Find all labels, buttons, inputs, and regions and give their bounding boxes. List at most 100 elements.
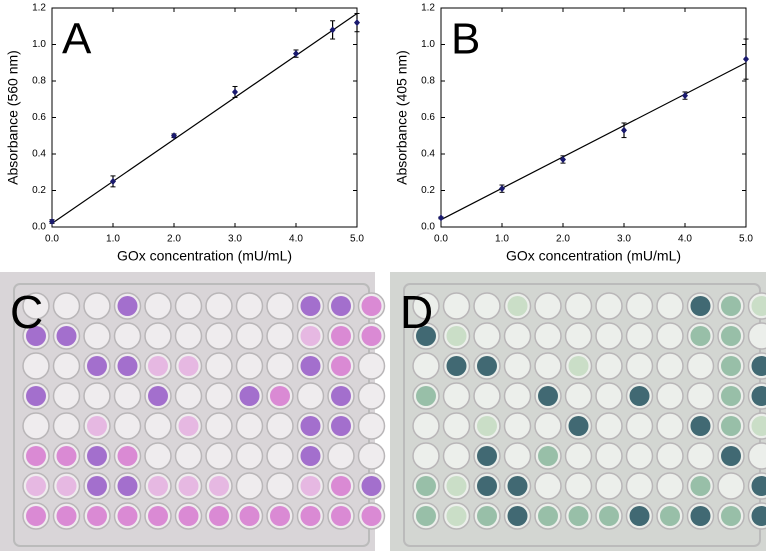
- well: [235, 412, 264, 440]
- x-axis-label: GOx concentration (mU/mL): [117, 248, 292, 264]
- well-solution: [751, 356, 766, 376]
- y-tick-label: 1.0: [421, 39, 435, 50]
- well-solution: [331, 296, 351, 316]
- well-solution: [416, 476, 436, 496]
- well-solution: [331, 476, 351, 496]
- well: [83, 382, 111, 410]
- well-solution: [26, 386, 46, 406]
- data-point: [743, 55, 749, 63]
- well-solution: [148, 386, 168, 406]
- well: [442, 382, 471, 410]
- well: [686, 352, 715, 380]
- well: [412, 292, 440, 320]
- well: [22, 412, 50, 440]
- well: [656, 442, 684, 470]
- panel-label: B: [451, 15, 480, 64]
- well-solution: [87, 506, 107, 526]
- y-tick-label: 0.0: [32, 222, 46, 233]
- well-solution: [239, 506, 260, 526]
- well: [113, 322, 142, 350]
- well: [144, 412, 172, 440]
- well: [564, 442, 593, 470]
- well: [174, 292, 203, 320]
- well-solution: [87, 416, 107, 436]
- well: [473, 292, 501, 320]
- well: [412, 352, 440, 380]
- well-solution: [751, 506, 766, 526]
- well: [52, 292, 81, 320]
- well: [717, 472, 745, 500]
- well-solution: [446, 506, 467, 526]
- data-point: [171, 132, 177, 140]
- well-solution: [300, 356, 321, 376]
- y-tick-label: 1.2: [421, 3, 435, 14]
- well-solution: [538, 446, 558, 466]
- well-solution: [209, 506, 229, 526]
- well-solution: [507, 296, 528, 316]
- fit-line: [51, 12, 358, 224]
- well: [205, 292, 233, 320]
- well-solution: [117, 296, 138, 316]
- well: [595, 352, 623, 380]
- well: [296, 382, 325, 410]
- y-tick-label: 0.0: [421, 222, 435, 233]
- panel-label: A: [62, 15, 92, 64]
- y-tick-label: 0.2: [32, 185, 46, 196]
- well-solution: [26, 446, 46, 466]
- well-solution: [629, 386, 650, 406]
- well: [52, 412, 81, 440]
- well: [266, 472, 294, 500]
- well-solution: [721, 356, 741, 376]
- well-solution: [117, 506, 138, 526]
- well-solution: [178, 476, 199, 496]
- well: [83, 322, 111, 350]
- plot-frame: [440, 7, 747, 228]
- well-solution: [507, 506, 528, 526]
- well: [595, 382, 623, 410]
- well: [686, 442, 715, 470]
- data-point: [329, 26, 336, 34]
- panel-label: D: [400, 286, 433, 338]
- well: [625, 412, 654, 440]
- well: [442, 442, 471, 470]
- well: [534, 472, 562, 500]
- data-point: [354, 19, 360, 27]
- well-solution: [721, 326, 741, 346]
- y-tick-label: 1.2: [32, 3, 46, 14]
- well: [235, 292, 264, 320]
- well-solution: [416, 506, 436, 526]
- data-point: [293, 50, 299, 58]
- y-tick-label: 0.2: [421, 185, 435, 196]
- well-solution: [178, 356, 199, 376]
- x-tick-label: 5.0: [350, 234, 364, 245]
- well: [656, 322, 684, 350]
- well: [357, 412, 386, 440]
- data-point: [621, 126, 627, 134]
- y-axis-label: Absorbance (405 nm): [394, 50, 410, 185]
- y-tick-label: 0.6: [32, 112, 46, 123]
- well-solution: [446, 476, 467, 496]
- data-point: [499, 185, 505, 193]
- well-solution: [751, 476, 766, 496]
- well: [595, 472, 623, 500]
- well: [564, 472, 593, 500]
- well-solution: [331, 416, 351, 436]
- well-solution: [300, 476, 321, 496]
- well: [412, 442, 440, 470]
- well-solution: [751, 296, 766, 316]
- well-solution: [26, 326, 46, 346]
- well: [595, 442, 623, 470]
- x-tick-label: 1.0: [495, 234, 509, 245]
- well: [503, 412, 532, 440]
- well-solution: [538, 386, 558, 406]
- data-point: [682, 92, 688, 100]
- well-solution: [270, 506, 290, 526]
- well-solution: [117, 476, 138, 496]
- well-solution: [477, 506, 497, 526]
- well: [625, 352, 654, 380]
- well-solution: [507, 476, 528, 496]
- well-solution: [361, 506, 382, 526]
- x-tick-label: 3.0: [228, 234, 242, 245]
- well: [205, 442, 233, 470]
